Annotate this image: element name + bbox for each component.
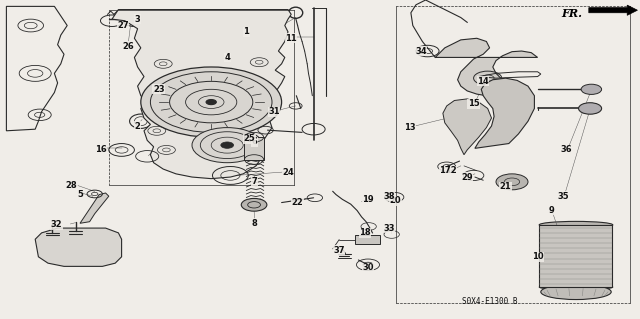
Text: FR.: FR. bbox=[561, 8, 582, 19]
Ellipse shape bbox=[40, 242, 117, 259]
Text: 30: 30 bbox=[362, 263, 374, 272]
Text: 14: 14 bbox=[477, 77, 489, 86]
Text: 33: 33 bbox=[383, 224, 395, 233]
Circle shape bbox=[581, 84, 602, 94]
Polygon shape bbox=[443, 99, 492, 155]
Text: 16: 16 bbox=[95, 145, 107, 154]
Ellipse shape bbox=[540, 284, 613, 290]
Text: 36: 36 bbox=[561, 145, 572, 154]
Text: 23: 23 bbox=[153, 85, 164, 94]
Text: 3: 3 bbox=[135, 15, 140, 24]
Text: 35: 35 bbox=[557, 192, 569, 201]
Circle shape bbox=[192, 128, 262, 163]
Bar bbox=[355, 235, 380, 244]
Text: 9: 9 bbox=[549, 206, 554, 215]
Text: 5: 5 bbox=[77, 190, 83, 199]
Text: 8: 8 bbox=[252, 219, 257, 228]
Text: 26: 26 bbox=[122, 42, 134, 51]
Text: 13: 13 bbox=[404, 123, 415, 132]
Circle shape bbox=[241, 198, 267, 211]
Text: S0X4-E1300 B: S0X4-E1300 B bbox=[462, 297, 517, 306]
Text: 28: 28 bbox=[66, 181, 77, 189]
Circle shape bbox=[206, 100, 216, 105]
Text: 17: 17 bbox=[439, 166, 451, 175]
Text: 7: 7 bbox=[252, 177, 257, 186]
Text: 34: 34 bbox=[415, 47, 427, 56]
Bar bbox=[539, 225, 612, 287]
Text: 25: 25 bbox=[244, 134, 255, 143]
Text: 29: 29 bbox=[461, 173, 473, 182]
Polygon shape bbox=[112, 10, 291, 179]
Circle shape bbox=[579, 103, 602, 114]
Bar bbox=[244, 137, 264, 160]
Text: 6: 6 bbox=[252, 137, 258, 146]
Text: 12: 12 bbox=[445, 166, 457, 175]
Text: 15: 15 bbox=[468, 99, 479, 108]
Text: 32: 32 bbox=[51, 220, 62, 229]
Polygon shape bbox=[35, 228, 122, 266]
Polygon shape bbox=[435, 38, 538, 96]
Circle shape bbox=[141, 67, 282, 137]
Ellipse shape bbox=[541, 284, 611, 300]
Text: 37: 37 bbox=[333, 246, 345, 255]
Text: 24: 24 bbox=[282, 168, 294, 177]
Text: 10: 10 bbox=[532, 252, 543, 261]
Text: 1: 1 bbox=[243, 27, 250, 36]
Circle shape bbox=[221, 142, 234, 148]
Text: 11: 11 bbox=[285, 34, 297, 43]
Text: 31: 31 bbox=[268, 107, 280, 116]
Text: 27: 27 bbox=[117, 21, 129, 30]
Circle shape bbox=[496, 174, 528, 190]
Text: 19: 19 bbox=[362, 195, 374, 204]
Ellipse shape bbox=[540, 221, 613, 228]
Text: 22: 22 bbox=[292, 198, 303, 207]
Text: 18: 18 bbox=[359, 228, 371, 237]
Polygon shape bbox=[80, 193, 109, 223]
Polygon shape bbox=[589, 5, 637, 15]
Text: 38: 38 bbox=[383, 192, 395, 201]
Text: 21: 21 bbox=[500, 182, 511, 191]
Polygon shape bbox=[475, 78, 534, 148]
Text: 2: 2 bbox=[134, 122, 141, 130]
Text: 20: 20 bbox=[390, 197, 401, 205]
Text: 4: 4 bbox=[224, 53, 230, 62]
